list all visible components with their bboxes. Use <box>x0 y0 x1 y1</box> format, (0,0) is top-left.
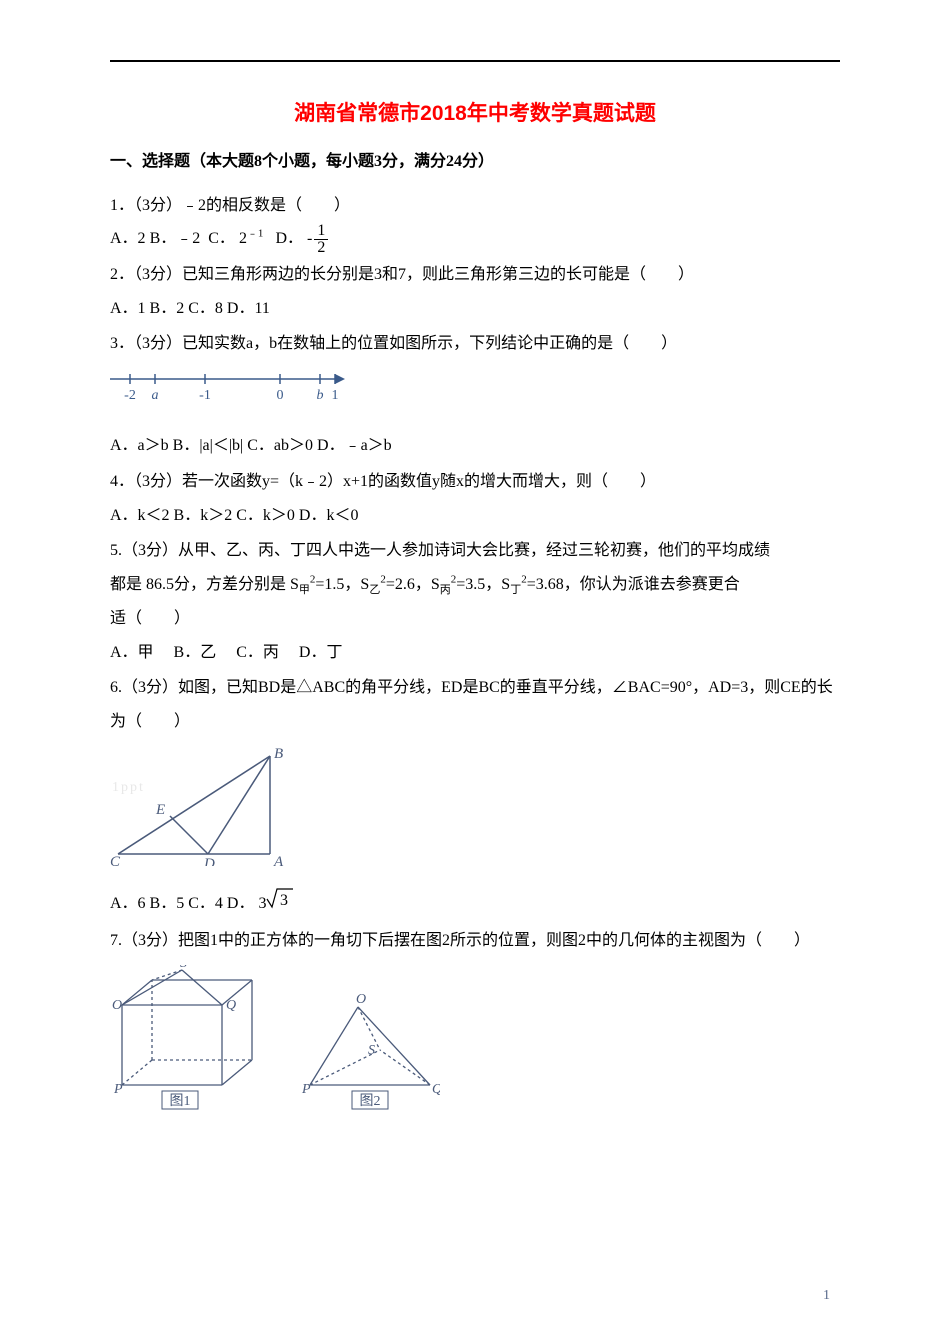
q2-options: A．1 B．2 C．8 D．11 <box>110 292 840 326</box>
svg-text:-1: -1 <box>199 388 211 403</box>
top-rule <box>110 60 840 62</box>
svg-text:S: S <box>180 965 187 971</box>
q6-optsA: A．6 B．5 C．4 D． <box>110 895 254 912</box>
question-7: 7.（3分）把图1中的正方体的一角切下后摆在图2所示的位置，则图2中的几何体的主… <box>110 924 840 1138</box>
q5-v1-sub: 甲 <box>299 584 310 596</box>
q1-optA: A．2 <box>110 230 146 247</box>
svg-text:Q: Q <box>432 1082 440 1097</box>
q5-v3-sub: 丙 <box>440 584 451 596</box>
q5-options: A．甲 B．乙 C．丙 D．丁 <box>110 636 840 670</box>
q3-stem: 3．（3分）已知实数a，b在数轴上的位置如图所示，下列结论中正确的是（ ） <box>110 327 840 361</box>
question-5: 5.（3分）从甲、乙、丙、丁四人中选一人参加诗词大会比赛，经过三轮初赛，他们的平… <box>110 534 840 669</box>
question-4: 4．（3分）若一次函数y=（k﹣2）x+1的函数值y随x的增大而增大，则（ ） … <box>110 465 840 532</box>
watermark: 1ppt <box>112 780 145 796</box>
svg-text:图1: 图1 <box>170 1094 191 1109</box>
number-line-diagram: -2 a -1 0 b1 <box>110 367 840 420</box>
svg-text:P: P <box>113 1082 123 1097</box>
q1-optC-sup: ﹣1 <box>247 228 264 240</box>
q5-v1-eq: =1.5，S <box>315 576 369 593</box>
section-header: 一、选择题（本大题8个小题，每小题3分，满分24分） <box>110 145 840 179</box>
triangle-diagram: C D A B E <box>110 746 840 879</box>
svg-text:S: S <box>368 1043 375 1058</box>
q6-sqrt: 3 <box>266 887 294 922</box>
q1-optD-den: 2 <box>314 240 328 256</box>
page-number: 1 <box>823 1288 830 1304</box>
q4-stem: 4．（3分）若一次函数y=（k﹣2）x+1的函数值y随x的增大而增大，则（ ） <box>110 465 840 499</box>
svg-text:a: a <box>152 388 159 403</box>
q6-options: A．6 B．5 C．4 D． 33 <box>110 887 840 922</box>
q5-stem-line3: 适（ ） <box>110 602 840 636</box>
q5-v3-eq: =3.5，S <box>456 576 510 593</box>
question-2: 2．（3分）已知三角形两边的长分别是3和7，则此三角形第三边的长可能是（ ） A… <box>110 258 840 325</box>
svg-text:C: C <box>110 854 121 866</box>
q1-optC-pre: C． <box>208 230 235 247</box>
q2-stem: 2．（3分）已知三角形两边的长分别是3和7，则此三角形第三边的长可能是（ ） <box>110 258 840 292</box>
svg-text:B: B <box>274 746 283 762</box>
q5-stem-line2: 都是 86.5分，方差分别是 S甲2=1.5，S乙2=2.6，S丙2=3.5，S… <box>110 568 840 602</box>
question-1: 1．（3分）﹣2的相反数是（ ） A．2 B．﹣2 C． 2﹣1 D． -12 <box>110 189 840 256</box>
page-title: 湖南省常德市2018年中考数学真题试题 <box>110 97 840 127</box>
svg-text:E: E <box>155 802 165 818</box>
svg-text:O: O <box>112 998 122 1013</box>
q6-sqrt-coeff: 3 <box>258 895 266 912</box>
svg-text:-2: -2 <box>124 388 136 403</box>
question-6: 6.（3分）如图，已知BD是△ABC的角平分线，ED是BC的垂直平分线，∠BAC… <box>110 671 840 921</box>
svg-text:图2: 图2 <box>360 1094 381 1109</box>
q5-v2-sub: 乙 <box>369 584 380 596</box>
q1-optD-neg: - <box>307 230 312 247</box>
q5-v4-sub: 丁 <box>510 584 521 596</box>
q1-optC-val: 2 <box>239 230 247 247</box>
q5-pre: 都是 86.5分，方差分别是 S <box>110 576 299 593</box>
q1-stem: 1．（3分）﹣2的相反数是（ ） <box>110 189 840 223</box>
q5-v2-eq: =2.6，S <box>386 576 440 593</box>
q6-radicand: 3 <box>280 892 288 909</box>
q7-stem: 7.（3分）把图1中的正方体的一角切下后摆在图2所示的位置，则图2中的几何体的主… <box>110 924 840 958</box>
svg-text:1: 1 <box>332 388 339 403</box>
q1-optD-frac: 12 <box>314 223 328 256</box>
q4-options: A．k＜2 B．k＞2 C．k＞0 D．k＜0 <box>110 499 840 533</box>
q5-stem-line1: 5.（3分）从甲、乙、丙、丁四人中选一人参加诗词大会比赛，经过三轮初赛，他们的平… <box>110 534 840 568</box>
cube-diagram: P O Q S 图1 P Q O S 图2 <box>110 965 840 1138</box>
svg-text:O: O <box>356 992 366 1007</box>
svg-text:P: P <box>301 1082 311 1097</box>
svg-text:A: A <box>273 854 284 866</box>
q1-optB: B．﹣2 <box>150 230 201 247</box>
svg-text:b: b <box>317 388 324 403</box>
svg-text:0: 0 <box>277 388 284 403</box>
q1-options: A．2 B．﹣2 C． 2﹣1 D． -12 <box>110 222 840 256</box>
q6-stem: 6.（3分）如图，已知BD是△ABC的角平分线，ED是BC的垂直平分线，∠BAC… <box>110 671 840 738</box>
q5-v4-eq: =3.68，你认为派谁去参赛更合 <box>527 576 740 593</box>
q3-options: A．a＞b B．|a|＜|b| C．ab＞0 D．﹣a＞b <box>110 429 840 463</box>
q1-optD-pre: D． <box>275 230 303 247</box>
question-3: 3．（3分）已知实数a，b在数轴上的位置如图所示，下列结论中正确的是（ ） -2… <box>110 327 840 463</box>
q1-optD-num: 1 <box>314 223 328 240</box>
svg-text:D: D <box>203 856 215 866</box>
svg-text:Q: Q <box>226 998 236 1013</box>
